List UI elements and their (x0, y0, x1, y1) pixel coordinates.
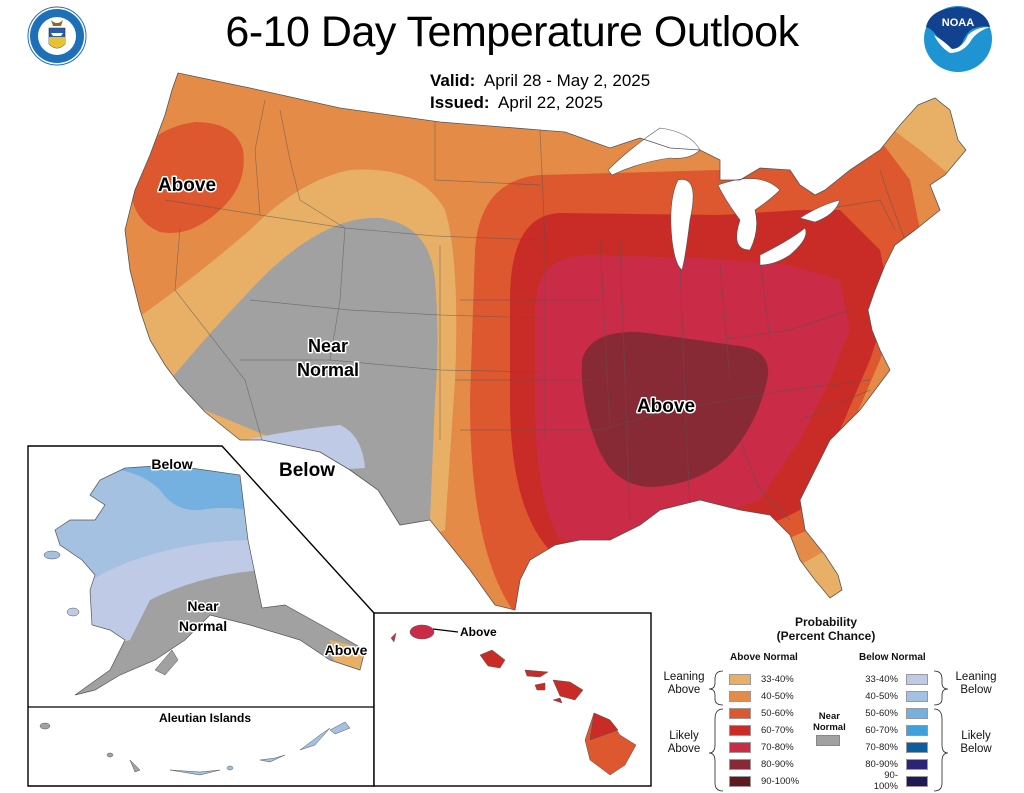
legend-below-row-5: 80-90% (860, 758, 928, 770)
kodiak-island (154, 649, 179, 676)
likely-above-label: Likely Above (660, 730, 708, 756)
swatch-below-33-40 (906, 673, 928, 685)
legend-title-line2: (Percent Chance) (776, 629, 876, 643)
range: 80-90% (865, 758, 898, 770)
swatch-above-60-70 (729, 724, 751, 736)
below-normal-header: Below Normal (859, 652, 926, 663)
range: 90-100% (873, 770, 898, 792)
swatch-below-60-70 (906, 724, 928, 736)
label-southeast-above: Above (637, 396, 695, 417)
below-braces-icon (933, 670, 949, 792)
legend-above-row-2: 50-60% (729, 707, 794, 719)
st-lawrence-island (43, 550, 61, 560)
swatch-above-80-90 (729, 758, 751, 770)
label-northwest-above: Above (158, 175, 216, 196)
label-southwest-below: Below (279, 460, 335, 481)
legend-above-row-1: 40-50% (729, 690, 794, 702)
aleutian-islands-title: Aleutian Islands (159, 711, 251, 725)
range: 60-70% (865, 724, 898, 736)
near-normal-line1: Near (818, 711, 840, 722)
likely-above-line2: Above (667, 743, 701, 755)
range: 80-90% (761, 758, 794, 770)
legend-title: Probability (Percent Chance) (751, 615, 901, 643)
valid-dates: April 28 - May 2, 2025 (483, 71, 651, 90)
range: 33-40% (761, 673, 794, 685)
swatch-near-normal (816, 735, 840, 746)
range: 33-40% (865, 673, 898, 685)
range: 70-80% (761, 741, 794, 753)
department-of-commerce-seal-icon (27, 6, 87, 71)
legend-above-row-3: 60-70% (729, 724, 794, 736)
legend-below-row-0: 33-40% (860, 673, 928, 685)
swatch-below-70-80 (906, 741, 928, 753)
page-title: 6-10 Day Temperature Outlook (225, 8, 799, 56)
alaska-label-below: Below (151, 456, 192, 472)
hawaiian-islands (390, 624, 637, 776)
range: 50-60% (761, 707, 794, 719)
range: 40-50% (865, 690, 898, 702)
range: 50-60% (865, 707, 898, 719)
swatch-below-80-90 (906, 758, 928, 770)
range: 70-80% (865, 741, 898, 753)
date-info: Valid: April 28 - May 2, 2025 Issued: Ap… (430, 70, 650, 114)
legend-below-row-3: 60-70% (860, 724, 928, 736)
conus-outline (124, 72, 967, 611)
legend-above-row-0: 33-40% (729, 673, 794, 685)
alaska-label-normal: Normal (179, 618, 227, 634)
hawaii-label-above: Above (460, 625, 497, 639)
legend-above-row-6: 90-100% (729, 775, 799, 787)
swatch-above-33-40 (729, 673, 751, 685)
state-borders (164, 99, 906, 521)
nunivak-island (66, 607, 80, 617)
likely-below-line1: Likely (961, 730, 991, 742)
legend-below-row-2: 50-60% (860, 707, 928, 719)
alaska-outline (54, 464, 366, 696)
legend-below-row-6: 90-100% (860, 770, 928, 792)
legend-above-row-4: 70-80% (729, 741, 794, 753)
swatch-above-40-50 (729, 690, 751, 702)
label-southwest-normal: Normal (297, 360, 359, 380)
alaska-label-above: Above (325, 642, 368, 658)
range: 60-70% (761, 724, 794, 736)
legend-above-row-5: 80-90% (729, 758, 794, 770)
issued-date: April 22, 2025 (498, 93, 603, 112)
leaning-below-line1: Leaning (955, 671, 997, 683)
legend-below-row-1: 40-50% (860, 690, 928, 702)
leaning-above-line1: Leaning (663, 671, 705, 683)
hawaii-leader-line (432, 628, 459, 633)
swatch-above-70-80 (729, 741, 751, 753)
noaa-text: NOAA (942, 17, 974, 29)
legend-below-row-4: 70-80% (860, 741, 928, 753)
range: 90-100% (761, 775, 800, 787)
above-normal-header: Above Normal (730, 652, 798, 663)
label-southwest-near: Near (308, 336, 348, 356)
great-lakes (607, 127, 841, 271)
range: 40-50% (761, 690, 794, 702)
swatch-below-40-50 (906, 690, 928, 702)
swatch-below-90-100 (906, 775, 928, 787)
alaska-label-near: Near (187, 598, 219, 614)
leaning-above-label: Leaning Above (660, 671, 708, 697)
legend-title-line1: Probability (794, 615, 857, 629)
leaning-below-line2: Below (960, 684, 992, 696)
swatch-below-50-60 (906, 707, 928, 719)
likely-above-line1: Likely (669, 730, 699, 742)
likely-below-label: Likely Below (951, 730, 1001, 756)
swatch-above-50-60 (729, 707, 751, 719)
issued-label: Issued: (430, 93, 490, 112)
probability-legend: Probability (Percent Chance) Above Norma… (655, 615, 1024, 792)
near-normal-label: Near Normal (813, 711, 846, 733)
near-normal-line2: Normal (813, 722, 846, 733)
aleutian-islands (39, 721, 351, 776)
noaa-logo-icon: NOAA (922, 5, 994, 78)
above-braces-icon (708, 670, 724, 792)
leaning-below-label: Leaning Below (951, 671, 1001, 697)
valid-label: Valid: (430, 71, 476, 90)
swatch-above-90-100 (729, 775, 751, 787)
likely-below-line2: Below (960, 743, 992, 755)
leaning-above-line2: Above (667, 684, 701, 696)
